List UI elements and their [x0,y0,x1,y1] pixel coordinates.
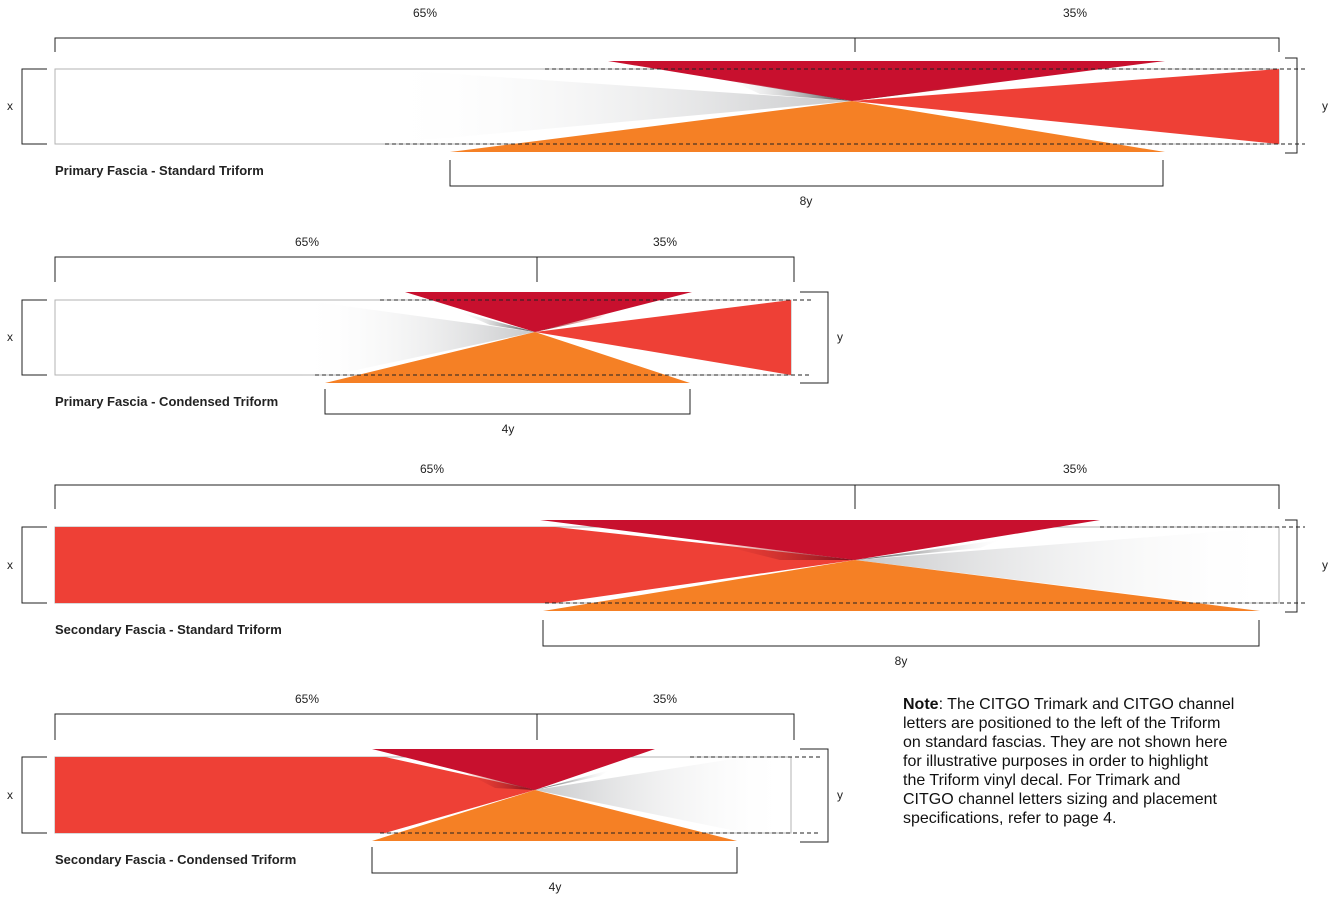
triform-width-bracket [449,160,1164,187]
right-grey-fade [535,750,790,842]
shadow-left [460,312,535,332]
fascia-caption: Secondary Fascia - Condensed Triform [55,852,296,867]
triform-height-bracket [800,291,829,384]
note-line-5: the Triform vinyl decal. For Trimark and [903,772,1181,789]
triform-top-triangle [372,749,655,790]
triform-width-label: 8y [895,654,908,668]
left-grey-fade [380,69,852,144]
note-line-7: specifications, refer to page 4. [903,810,1117,827]
triform-top-triangle [608,61,1165,101]
right-red-field [535,300,791,375]
note-line-1: Note: The CITGO Trimark and CITGO channe… [903,695,1333,714]
right-grey-fade [855,527,1279,612]
left-red-body [55,527,555,603]
split-left-label: 65% [295,692,319,706]
fascia-caption: Primary Fascia - Condensed Triform [55,394,278,409]
fascia-height-bracket [21,526,47,604]
triform-width-label: 8y [800,194,813,208]
diagram-primary-standard: 65% 35% x y 8y Primary Fascia - Standard… [7,6,1328,208]
split-left-label: 65% [420,462,444,476]
note-line-2: letters are positioned to the left of th… [903,715,1221,732]
top-dimension-bracket [54,256,795,282]
right-red-field [852,69,1279,144]
split-left-label: 65% [413,6,437,20]
triform-bottom-triangle [372,790,737,841]
diagram-secondary-condensed: 65% 35% x y 4y Secondary Fascia - Conden… [7,692,843,894]
fascia-height-label: x [7,99,13,113]
triform-height-bracket [1285,57,1298,154]
triform-height-label: y [837,330,843,344]
shadow-right [852,80,1000,101]
triform-bottom-triangle [325,332,690,383]
shadow-right [535,770,610,790]
shadow-right [535,312,610,332]
triform-height-bracket [1285,519,1298,613]
top-dimension-bracket [54,713,795,740]
note-line-3: on standard fascias. They are not shown … [903,734,1228,751]
triform-top-triangle [540,520,1100,560]
top-dimension-bracket [54,37,1280,52]
shadow-right [855,540,1000,560]
shadow-left [730,80,852,101]
left-grey-fade [300,300,535,382]
diagram-primary-condensed: 65% 35% x y 4y Primary Fascia - Condense… [7,235,843,436]
split-right-label: 35% [1063,6,1087,20]
triform-width-bracket [371,847,738,874]
left-red-wedge [555,527,855,603]
triform-width-bracket [542,620,1260,647]
fascia-caption: Secondary Fascia - Standard Triform [55,622,282,637]
triform-width-bracket [324,389,691,415]
triform-height-bracket [800,748,829,843]
fascia-height-label: x [7,330,13,344]
fascia-caption: Primary Fascia - Standard Triform [55,163,264,178]
triform-height-label: y [1322,99,1328,113]
split-right-label: 35% [1063,462,1087,476]
triform-bottom-triangle [543,560,1260,611]
note-label: Note [903,696,939,713]
left-red-wedge [385,757,535,833]
note-text: Note: The CITGO Trimark and CITGO channe… [903,695,1333,828]
split-right-label: 35% [653,235,677,249]
triform-width-label: 4y [502,422,515,436]
left-red-body [55,757,385,833]
split-left-label: 65% [295,235,319,249]
triform-width-label: 4y [549,880,562,894]
triform-top-triangle [405,292,692,332]
note-line-6: CITGO channel letters sizing and placeme… [903,791,1217,808]
fascia-height-bracket [21,756,47,834]
note-line-1-text: : The CITGO Trimark and CITGO channel [938,696,1235,713]
diagram-secondary-standard: 65% 35% x y 8y Secondary Fascia - Standa… [7,462,1328,668]
note-line-4: for illustrative purposes in order to hi… [903,753,1209,770]
fascia-height-label: x [7,788,13,802]
triform-height-label: y [837,788,843,802]
fascia-height-label: x [7,558,13,572]
shadow-left [460,770,535,790]
triform-height-label: y [1322,558,1328,572]
fascia-height-bracket [21,299,47,376]
fascia-height-bracket [21,68,47,145]
shadow-left [700,540,855,560]
triform-bottom-triangle [450,101,1165,152]
top-dimension-bracket [54,484,1280,509]
split-right-label: 35% [653,692,677,706]
